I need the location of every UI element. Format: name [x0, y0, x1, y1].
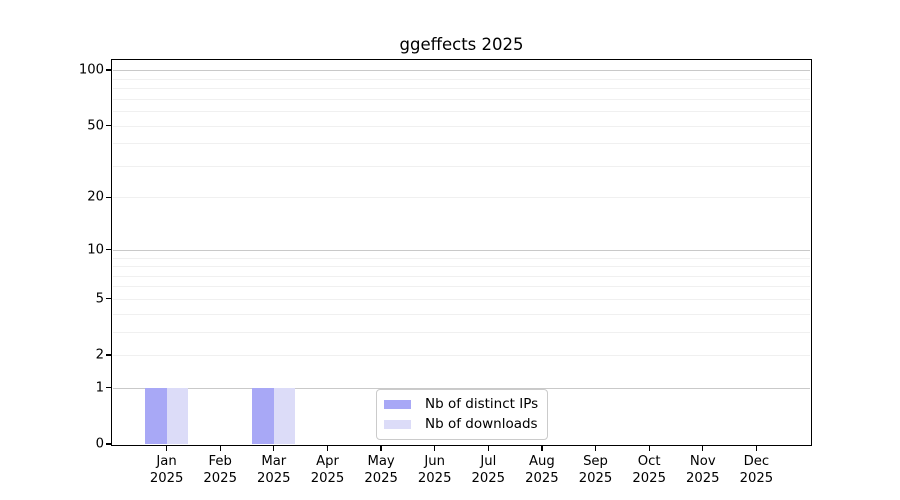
y-tick-mark-20	[106, 196, 112, 198]
gridline-major-1	[113, 387, 810, 389]
x-tick-mark-aug	[541, 445, 543, 451]
y-tick-mark-2	[106, 354, 112, 356]
gridline-minor-50	[113, 125, 810, 127]
x-tick-mark-may	[380, 445, 382, 451]
gridline-minor-30	[113, 165, 810, 167]
y-tick-label-1: 1	[95, 380, 104, 396]
gridline-minor-90	[113, 78, 810, 80]
y-tick-mark-10	[106, 249, 112, 251]
x-tick-mark-jul	[487, 445, 489, 451]
gridline-minor-6	[113, 286, 810, 288]
gridline-minor-70	[113, 98, 810, 100]
y-tick-label-5: 5	[95, 291, 104, 307]
bar-distinct-ips-jan	[145, 387, 167, 444]
x-tick-label-feb: Feb 2025	[203, 454, 237, 486]
x-tick-mark-feb	[219, 445, 221, 451]
gridline-major-10	[113, 249, 810, 251]
x-tick-label-sep: Sep 2025	[578, 454, 613, 486]
x-tick-mark-dec	[755, 445, 758, 451]
x-tick-label-oct: Oct 2025	[632, 454, 666, 486]
y-tick-label-0: 0	[95, 436, 104, 452]
gridline-minor-20	[113, 197, 810, 199]
plot-area: Nb of distinct IPs Nb of downloads 0 1 2 5 1…	[79, 59, 812, 486]
x-tick-label-may: May 2025	[364, 454, 398, 486]
y-tick-mark-1	[106, 387, 112, 389]
gridline-minor-7	[113, 275, 810, 277]
legend-item-downloads: Nb of downloads	[384, 416, 538, 432]
bar-downloads-mar	[273, 387, 296, 444]
legend-swatch-downloads	[384, 419, 411, 429]
y-tick-mark-100	[106, 69, 112, 71]
chart-title: ggeffects 2025	[399, 35, 524, 54]
gridline-minor-2	[113, 355, 810, 356]
y-tick-mark-5	[106, 298, 112, 300]
gridline-minor-4	[113, 313, 810, 315]
y-tick-label-100: 100	[78, 62, 104, 78]
bar-downloads-jan	[166, 387, 188, 444]
x-tick-label-jun: Jun 2025	[417, 454, 452, 486]
x-tick-mark-apr	[326, 445, 329, 451]
x-tick-mark-oct	[648, 445, 650, 451]
legend-label-downloads: Nb of downloads	[425, 416, 538, 432]
y-tick-mark-0	[106, 443, 112, 445]
x-tick-mark-jun	[434, 445, 436, 451]
x-tick-mark-mar	[273, 445, 275, 451]
gridline-minor-80	[113, 88, 810, 89]
gridline-minor-8	[113, 266, 810, 267]
x-tick-label-jan: Jan 2025	[149, 454, 184, 486]
y-tick-label-50: 50	[87, 118, 104, 133]
gridline-minor-9	[113, 257, 810, 259]
legend-swatch-distinct-ips	[384, 399, 411, 409]
y-tick-label-20: 20	[87, 189, 104, 205]
y-tick-label-10: 10	[87, 242, 104, 258]
x-tick-mark-jan	[165, 445, 168, 451]
y-tick-label-2: 2	[95, 347, 104, 363]
gridline-major-100	[113, 70, 810, 72]
x-tick-label-apr: Apr 2025	[310, 454, 345, 486]
x-tick-mark-nov	[702, 445, 704, 451]
gridline-minor-3	[113, 331, 810, 333]
x-tick-label-aug: Aug 2025	[525, 454, 559, 486]
x-tick-mark-sep	[594, 445, 597, 451]
x-tick-label-nov: Nov 2025	[686, 454, 720, 486]
legend-label-distinct-ips: Nb of distinct IPs	[425, 396, 539, 412]
legend-item-distinct-ips: Nb of distinct IPs	[384, 396, 538, 412]
x-tick-label-jul: Jul 2025	[471, 454, 506, 486]
y-tick-mark-50	[106, 124, 112, 127]
legend: Nb of distinct IPs Nb of downloads	[376, 389, 549, 440]
gridline-minor-40	[113, 143, 810, 145]
gridline-minor-5	[113, 298, 810, 300]
x-tick-label-dec: Dec 2025	[739, 454, 774, 486]
x-tick-label-mar: Mar 2025	[257, 454, 291, 486]
gridline-minor-60	[113, 110, 810, 112]
bar-distinct-ips-mar	[252, 387, 274, 444]
